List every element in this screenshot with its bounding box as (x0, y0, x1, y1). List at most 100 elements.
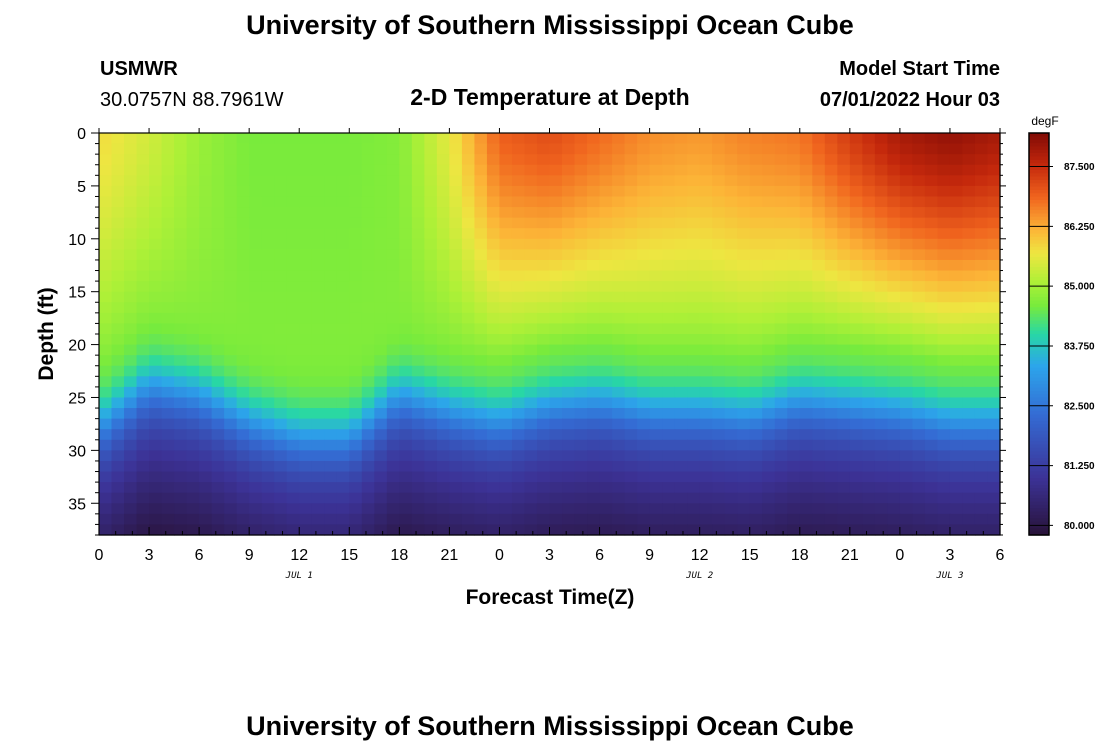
heatmap-cell (261, 217, 275, 229)
heatmap-cell (111, 259, 125, 272)
heatmap-cell (624, 408, 638, 420)
heatmap-cell (962, 418, 976, 430)
heatmap-cell (211, 524, 225, 536)
heatmap-cell (386, 154, 400, 166)
heatmap-cell (274, 439, 288, 451)
heatmap-cell (511, 217, 526, 229)
heatmap-cell (299, 471, 313, 483)
heatmap-cell (474, 439, 488, 451)
heatmap-cell (962, 334, 976, 346)
heatmap-cell (361, 207, 375, 219)
heatmap-cell (724, 408, 738, 420)
heatmap-cell (424, 429, 438, 441)
colorbar-segment (1029, 394, 1049, 399)
heatmap-cell (712, 185, 726, 198)
heatmap-cell (349, 196, 363, 208)
heatmap-cell (937, 460, 951, 473)
heatmap-cell (937, 185, 951, 198)
heatmap-cell (174, 185, 188, 198)
heatmap-cell (874, 143, 888, 155)
heatmap-cell (386, 460, 400, 473)
heatmap-cell (899, 460, 913, 473)
heatmap-cell (411, 143, 425, 155)
heatmap-cell (449, 281, 463, 293)
heatmap-cell (299, 450, 313, 462)
heatmap-cell (111, 196, 125, 208)
heatmap-cell (574, 228, 588, 240)
heatmap-cell (486, 270, 501, 282)
heatmap-cell (549, 217, 563, 229)
heatmap-cell (99, 355, 113, 367)
heatmap-cell (461, 270, 476, 282)
heatmap-cell (461, 164, 476, 176)
heatmap-cell (274, 460, 288, 473)
heatmap-cell (524, 344, 538, 356)
heatmap-cell (987, 312, 1001, 325)
heatmap-cell (937, 312, 951, 325)
heatmap-cell (399, 513, 413, 526)
heatmap-cell (737, 376, 751, 388)
heatmap-cell (249, 154, 263, 166)
heatmap-cell (161, 429, 175, 441)
heatmap-cell (549, 259, 563, 272)
heatmap-cell (124, 291, 138, 303)
heatmap-cell (236, 513, 250, 526)
colorbar-segment (1029, 370, 1049, 375)
heatmap-cell (374, 524, 388, 536)
heatmap-cell (436, 408, 450, 420)
heatmap-cell (637, 196, 651, 208)
heatmap-cell (724, 344, 738, 356)
heatmap-cell (549, 291, 563, 303)
heatmap-cell (574, 503, 588, 515)
heatmap-cell (224, 312, 238, 325)
heatmap-cell (461, 429, 476, 441)
heatmap-cell (924, 133, 939, 145)
heatmap-cell (449, 302, 463, 314)
heatmap-cell (987, 492, 1001, 504)
heatmap-cell (111, 450, 125, 462)
heatmap-cell (612, 143, 626, 155)
heatmap-cell (236, 217, 250, 229)
heatmap-cell (524, 323, 538, 335)
heatmap-cell (712, 460, 726, 473)
heatmap-cell (824, 291, 838, 303)
heatmap-cell (424, 365, 438, 377)
heatmap-cell (249, 207, 263, 219)
heatmap-cell (411, 503, 425, 515)
heatmap-cell (411, 270, 425, 282)
heatmap-cell (436, 259, 450, 272)
heatmap-cell (174, 323, 188, 335)
heatmap-cell (862, 207, 876, 219)
heatmap-cell (249, 471, 263, 483)
heatmap-cell (749, 344, 763, 356)
heatmap-cell (549, 133, 563, 145)
heatmap-cell (236, 524, 250, 536)
heatmap-cell (524, 482, 538, 494)
heatmap-cell (111, 471, 125, 483)
heatmap-cell (286, 450, 300, 462)
heatmap-cell (874, 259, 888, 272)
heatmap-cell (937, 143, 951, 155)
heatmap-cell (962, 270, 976, 282)
heatmap-cell (924, 408, 939, 420)
heatmap-cell (411, 281, 425, 293)
heatmap-cell (299, 492, 313, 504)
heatmap-cell (937, 175, 951, 187)
colorbar-segment (1029, 451, 1049, 456)
heatmap-cell (149, 302, 163, 314)
heatmap-cell (837, 376, 851, 388)
heatmap-cell (937, 259, 951, 272)
heatmap-cell (574, 418, 588, 430)
heatmap-cell (386, 439, 400, 451)
heatmap-cell (411, 217, 425, 229)
heatmap-cell (687, 154, 701, 166)
heatmap-cell (124, 429, 138, 441)
heatmap-cell (849, 217, 863, 229)
heatmap-cell (536, 133, 551, 145)
heatmap-cell (662, 196, 676, 208)
heatmap-cell (399, 207, 413, 219)
heatmap-cell (374, 249, 388, 261)
heatmap-cell (349, 312, 363, 325)
heatmap-cell (99, 471, 113, 483)
heatmap-cell (486, 492, 501, 504)
